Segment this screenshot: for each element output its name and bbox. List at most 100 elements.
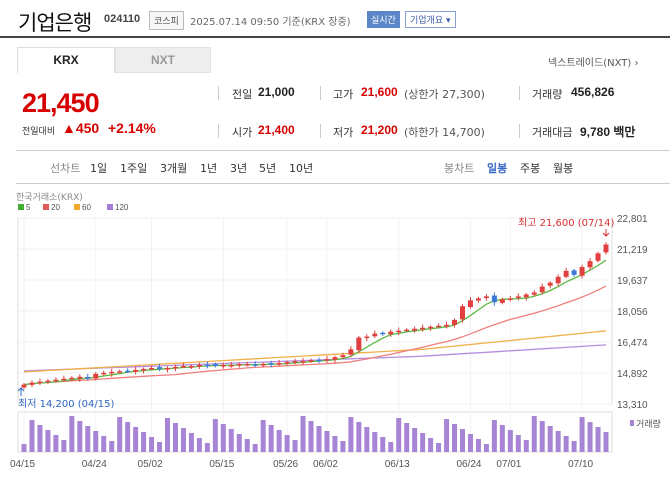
candle-body xyxy=(459,306,465,320)
volume-bar xyxy=(117,417,123,452)
chart-source: 한국거래소(KRX) xyxy=(16,193,83,203)
company-info-dropdown[interactable]: 기업개요 ▾ xyxy=(405,11,456,28)
candle-body xyxy=(380,332,386,335)
x-tick-label: 07/10 xyxy=(568,459,593,470)
volume-bar xyxy=(109,441,115,452)
max-arrow xyxy=(602,229,610,237)
realtime-button[interactable]: 실시간 xyxy=(367,11,400,28)
candle-body xyxy=(196,365,202,367)
divider xyxy=(218,124,219,138)
candle-body xyxy=(125,370,131,373)
candle-body xyxy=(332,357,338,360)
volume-bar xyxy=(587,422,593,452)
candle-weekly[interactable]: 주봉 xyxy=(520,162,541,175)
candle-body xyxy=(101,372,107,375)
volume-bar xyxy=(372,432,378,452)
candle-chart-label: 봉차트 xyxy=(444,162,475,175)
prev-close-label: 전일 xyxy=(232,88,253,101)
candle-body xyxy=(452,319,458,325)
market-badge: 코스피 xyxy=(149,11,184,30)
volume-bar xyxy=(579,417,585,452)
divider xyxy=(519,86,520,100)
x-tick-label: 06/13 xyxy=(385,459,410,470)
candle-body xyxy=(37,381,43,384)
candle-body xyxy=(45,380,51,383)
y-tick-label: 14,892 xyxy=(617,369,648,380)
ma-legend-60: 60 xyxy=(74,203,91,212)
stock-code: 024110 xyxy=(104,13,141,25)
candle-body xyxy=(117,371,123,373)
volume-bar xyxy=(491,420,497,452)
candle-body xyxy=(563,270,569,277)
candle-body xyxy=(141,368,147,371)
volume-bar xyxy=(324,431,330,452)
candle-body xyxy=(21,384,27,388)
candle-body xyxy=(268,363,274,365)
volume-bar xyxy=(507,430,513,452)
y-tick-label: 16,474 xyxy=(617,338,648,349)
open-value: 21,400 xyxy=(258,123,295,137)
candle-body xyxy=(133,369,139,372)
period-1y[interactable]: 1년 xyxy=(200,162,218,175)
candle-daily[interactable]: 일봉 xyxy=(487,162,508,175)
candle-body xyxy=(372,333,378,337)
high-label: 고가 xyxy=(333,88,354,101)
candle-body xyxy=(109,371,115,374)
ma120-line xyxy=(23,344,607,372)
volume-bar xyxy=(93,431,99,452)
volume-bar xyxy=(220,424,226,452)
candle-body xyxy=(404,329,410,332)
candle-body xyxy=(244,364,250,366)
lower-limit-note: (하한가 14,700) xyxy=(404,126,485,139)
tab-nxt[interactable]: NXT xyxy=(115,47,211,73)
volume-bar xyxy=(316,426,322,452)
candle-body xyxy=(157,367,163,369)
stock-name: 기업은행 xyxy=(18,11,92,35)
current-price: 21,450 xyxy=(22,88,100,118)
volume-value: 456,826 xyxy=(571,85,615,99)
volume-bar xyxy=(165,418,171,452)
volume-bar xyxy=(563,436,569,452)
ma5-line xyxy=(23,259,607,386)
period-5y[interactable]: 5년 xyxy=(259,162,277,175)
volume-bar xyxy=(444,419,450,452)
x-tick-label: 06/02 xyxy=(313,459,338,470)
candle-monthly[interactable]: 월봉 xyxy=(553,162,574,175)
volume-bar xyxy=(539,421,545,452)
volume-bar xyxy=(452,424,458,452)
period-1w[interactable]: 1주일 xyxy=(120,162,148,175)
volume-bar xyxy=(268,425,274,452)
candle-body xyxy=(93,373,99,379)
line-chart-label[interactable]: 선차트 xyxy=(50,162,81,175)
y-tick-label: 22,801 xyxy=(617,214,648,225)
volume-bar xyxy=(483,444,489,452)
tab-krx[interactable]: KRX xyxy=(17,47,115,73)
volume-bar xyxy=(396,418,402,452)
candle-body xyxy=(491,295,497,303)
candle-body xyxy=(204,364,210,367)
candle-body xyxy=(260,364,266,366)
candle-body xyxy=(284,362,290,364)
volume-bar xyxy=(188,433,194,452)
period-1d[interactable]: 1일 xyxy=(90,162,108,175)
x-tick-label: 07/01 xyxy=(496,459,521,470)
volume-bar xyxy=(300,416,306,452)
candle-body xyxy=(428,326,434,329)
candle-body xyxy=(316,359,322,362)
timestamp: 2025.07.14 09:50 기준(KRX 장중) xyxy=(190,17,351,28)
period-3y[interactable]: 3년 xyxy=(230,162,248,175)
volume-bar xyxy=(515,435,521,452)
candle-body xyxy=(515,296,521,298)
volume-bar xyxy=(260,420,266,452)
volume-bar xyxy=(380,437,386,452)
period-10y[interactable]: 10년 xyxy=(289,162,314,175)
nextrade-link[interactable]: 넥스트레이드(NXT) › xyxy=(548,58,639,69)
volume-label: 거래량 xyxy=(532,88,563,101)
volume-bar xyxy=(212,419,218,452)
volume-bar xyxy=(364,427,370,452)
divider xyxy=(320,86,321,100)
volume-bar xyxy=(196,438,202,452)
candle-body xyxy=(444,324,450,327)
period-3m[interactable]: 3개월 xyxy=(160,162,188,175)
candle-body xyxy=(356,337,362,351)
